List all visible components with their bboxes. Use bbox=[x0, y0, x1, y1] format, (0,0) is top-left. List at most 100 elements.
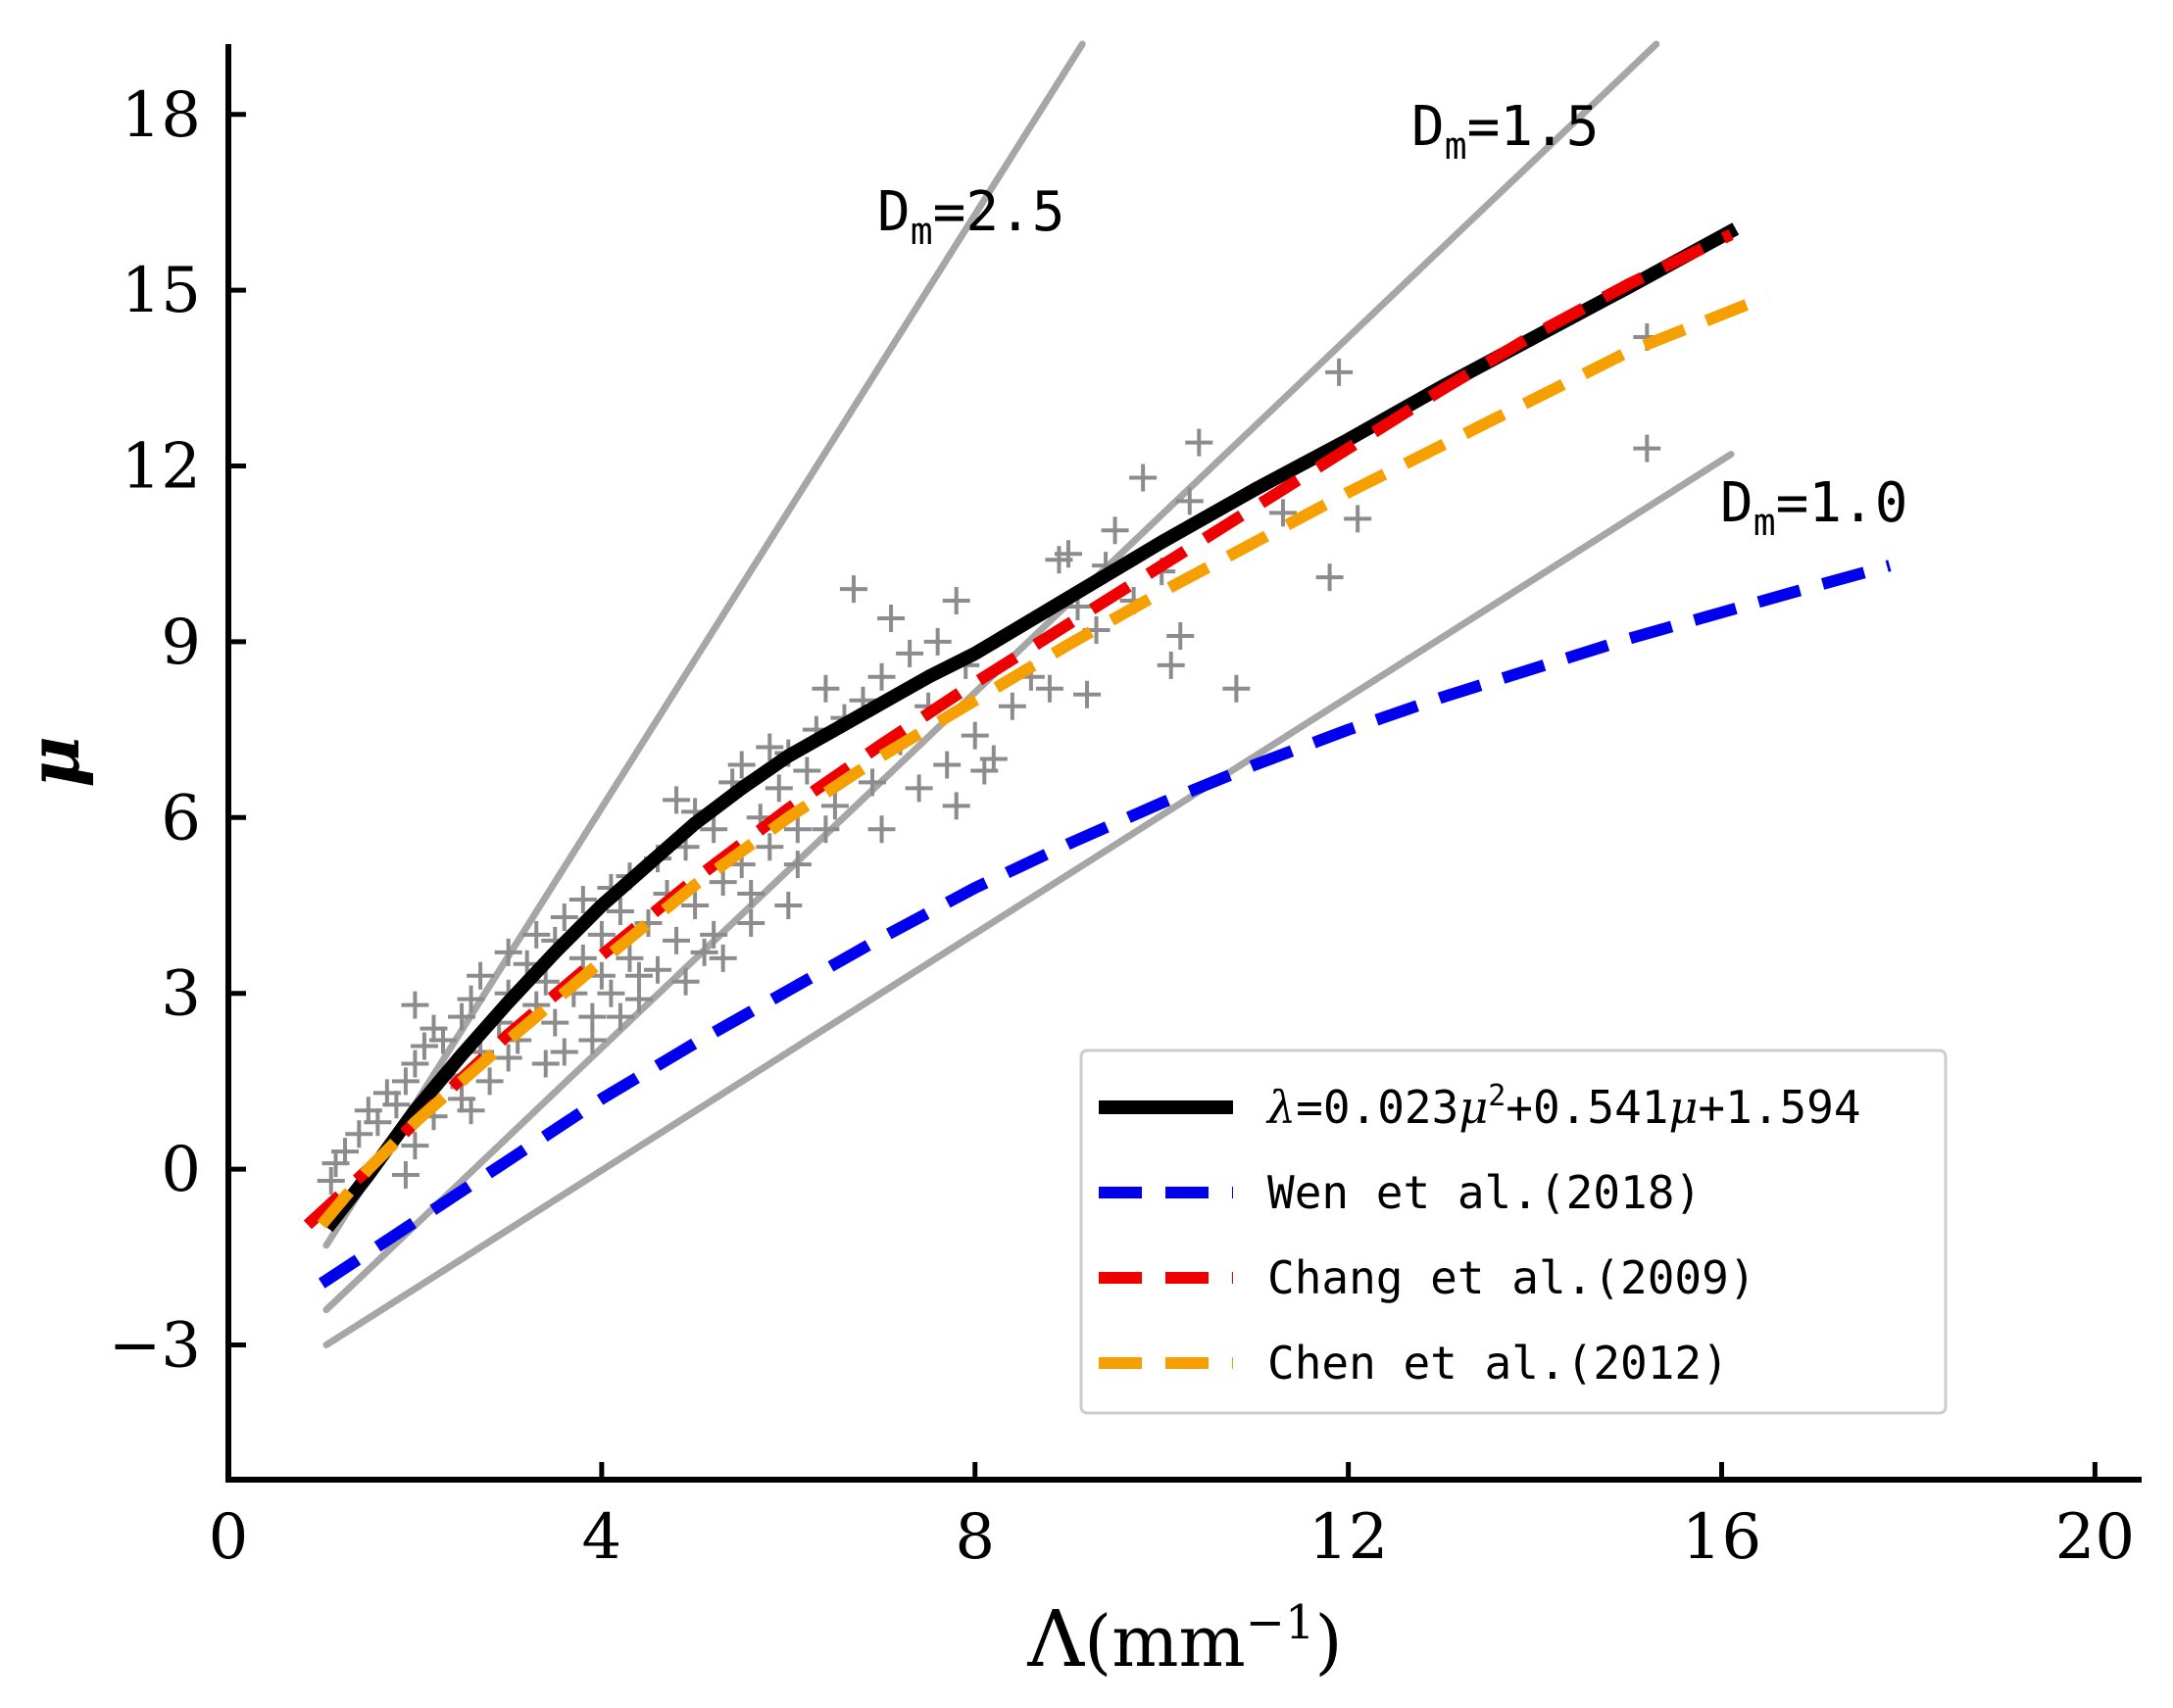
scatter-point bbox=[391, 1067, 420, 1096]
scatter-point bbox=[597, 979, 625, 1007]
scatter-point bbox=[410, 1032, 438, 1060]
x-tick-label: 16 bbox=[1682, 1501, 1761, 1574]
scatter-point bbox=[1268, 499, 1297, 527]
scatter-point bbox=[1325, 358, 1354, 386]
scatter-point bbox=[690, 938, 718, 966]
scatter-point bbox=[663, 926, 691, 954]
legend-label-0: λ=0.023μ2+0.541μ+1.594 bbox=[1265, 1079, 1861, 1134]
scatter-point bbox=[942, 587, 970, 615]
scatter-point bbox=[737, 880, 765, 908]
scatter-point bbox=[606, 1002, 634, 1031]
scatter-point bbox=[391, 1161, 420, 1190]
scatter-point bbox=[494, 1044, 522, 1072]
scatter-point bbox=[671, 967, 700, 996]
scatter-point bbox=[606, 897, 634, 925]
scatter-point bbox=[1185, 428, 1213, 457]
y-tick-label: 15 bbox=[122, 255, 201, 327]
scatter-point bbox=[783, 851, 812, 879]
y-tick-label: 6 bbox=[161, 782, 201, 854]
scatter-point bbox=[364, 1108, 392, 1137]
scatter-point bbox=[578, 1026, 607, 1054]
reference-line-2 bbox=[322, 451, 1735, 1348]
scatter-point bbox=[457, 1097, 485, 1125]
scatter-point bbox=[429, 1026, 458, 1054]
legend-label-2: Chang et al.(2009) bbox=[1267, 1251, 1756, 1304]
fit-series bbox=[303, 222, 1892, 1289]
scatter-point bbox=[345, 1120, 373, 1148]
scatter-point bbox=[475, 1067, 504, 1096]
scatter-point bbox=[709, 944, 737, 972]
scatter-point bbox=[961, 721, 989, 750]
reference-line-label-0: Dm=2.5 bbox=[877, 180, 1064, 253]
scatter-point bbox=[737, 908, 765, 937]
scatter-point bbox=[867, 662, 896, 691]
y-tick-label: 9 bbox=[161, 607, 201, 679]
scatter-point bbox=[877, 605, 906, 632]
scatter-point bbox=[1157, 651, 1185, 679]
scatter-point bbox=[839, 575, 867, 604]
scatter-point bbox=[317, 1167, 345, 1196]
scatter-point bbox=[700, 815, 728, 844]
y-tick-label: 12 bbox=[122, 431, 201, 504]
y-tick-label: 0 bbox=[161, 1134, 201, 1206]
scatter-point bbox=[756, 733, 784, 761]
x-tick-label: 0 bbox=[209, 1501, 249, 1574]
scatter-point bbox=[1175, 487, 1204, 515]
scatter-point bbox=[783, 815, 812, 844]
y-tick-label: 18 bbox=[122, 79, 201, 152]
scatter-point bbox=[998, 692, 1026, 720]
scatter-point bbox=[923, 627, 952, 656]
scatter-point bbox=[820, 792, 849, 820]
scatter-point bbox=[1101, 516, 1129, 545]
reference-line-0 bbox=[322, 40, 1086, 1249]
y-axis-title: μ bbox=[12, 736, 95, 788]
scatter-point bbox=[467, 961, 495, 990]
scatter-point bbox=[1073, 680, 1102, 708]
y-tick-label: 3 bbox=[161, 958, 201, 1031]
scatter-point bbox=[793, 756, 821, 785]
scatter-point bbox=[896, 639, 924, 667]
scatter-point bbox=[774, 892, 803, 919]
scatter-point bbox=[624, 961, 653, 990]
scatter-point bbox=[401, 1049, 429, 1078]
scatter-point bbox=[587, 920, 616, 949]
scatter-point bbox=[522, 920, 551, 949]
x-tick-label: 4 bbox=[582, 1501, 622, 1574]
legend-label-1: Wen et al.(2018) bbox=[1267, 1166, 1702, 1219]
scatter-point bbox=[727, 751, 756, 779]
series-line-1 bbox=[318, 560, 1892, 1289]
scatter-point bbox=[1054, 540, 1082, 568]
y-tick-label: −3 bbox=[109, 1309, 201, 1382]
scatter-point bbox=[550, 903, 578, 931]
series-line-3 bbox=[317, 290, 1771, 1229]
scatter-point bbox=[448, 1002, 476, 1031]
scatter-point bbox=[1344, 505, 1372, 533]
legend: λ=0.023μ2+0.541μ+1.594 Wen et al.(2018) Ch… bbox=[1079, 1049, 1948, 1415]
scatter-point bbox=[700, 920, 728, 949]
legend-label-3: Chen et al.(2012) bbox=[1267, 1337, 1729, 1390]
x-axis-title: Λ(mm−1) bbox=[1026, 1593, 1342, 1684]
scatter-point bbox=[663, 786, 691, 814]
scatter-point bbox=[568, 944, 597, 972]
scatter-point bbox=[812, 674, 840, 703]
scatter-point bbox=[531, 1049, 560, 1078]
scatter-point bbox=[401, 1132, 429, 1160]
scatter-point bbox=[942, 792, 970, 820]
scatter-point bbox=[859, 768, 887, 797]
x-tick-label: 8 bbox=[955, 1501, 995, 1574]
scatter-point bbox=[331, 1138, 360, 1166]
scatter-point bbox=[709, 868, 737, 897]
scatter-point bbox=[933, 751, 962, 779]
scatter-point bbox=[616, 944, 644, 972]
scatter-points bbox=[317, 322, 1661, 1196]
scatter-point bbox=[382, 1091, 411, 1119]
scatter-point bbox=[1166, 621, 1195, 650]
scatter-point bbox=[681, 892, 710, 919]
reference-line-label-1: Dm=1.5 bbox=[1411, 95, 1599, 168]
scatter-point bbox=[541, 1008, 569, 1037]
x-tick-label: 12 bbox=[1309, 1501, 1388, 1574]
scatter-point bbox=[1315, 563, 1344, 592]
scatter-point bbox=[756, 833, 784, 861]
scatter-point bbox=[550, 1038, 578, 1066]
